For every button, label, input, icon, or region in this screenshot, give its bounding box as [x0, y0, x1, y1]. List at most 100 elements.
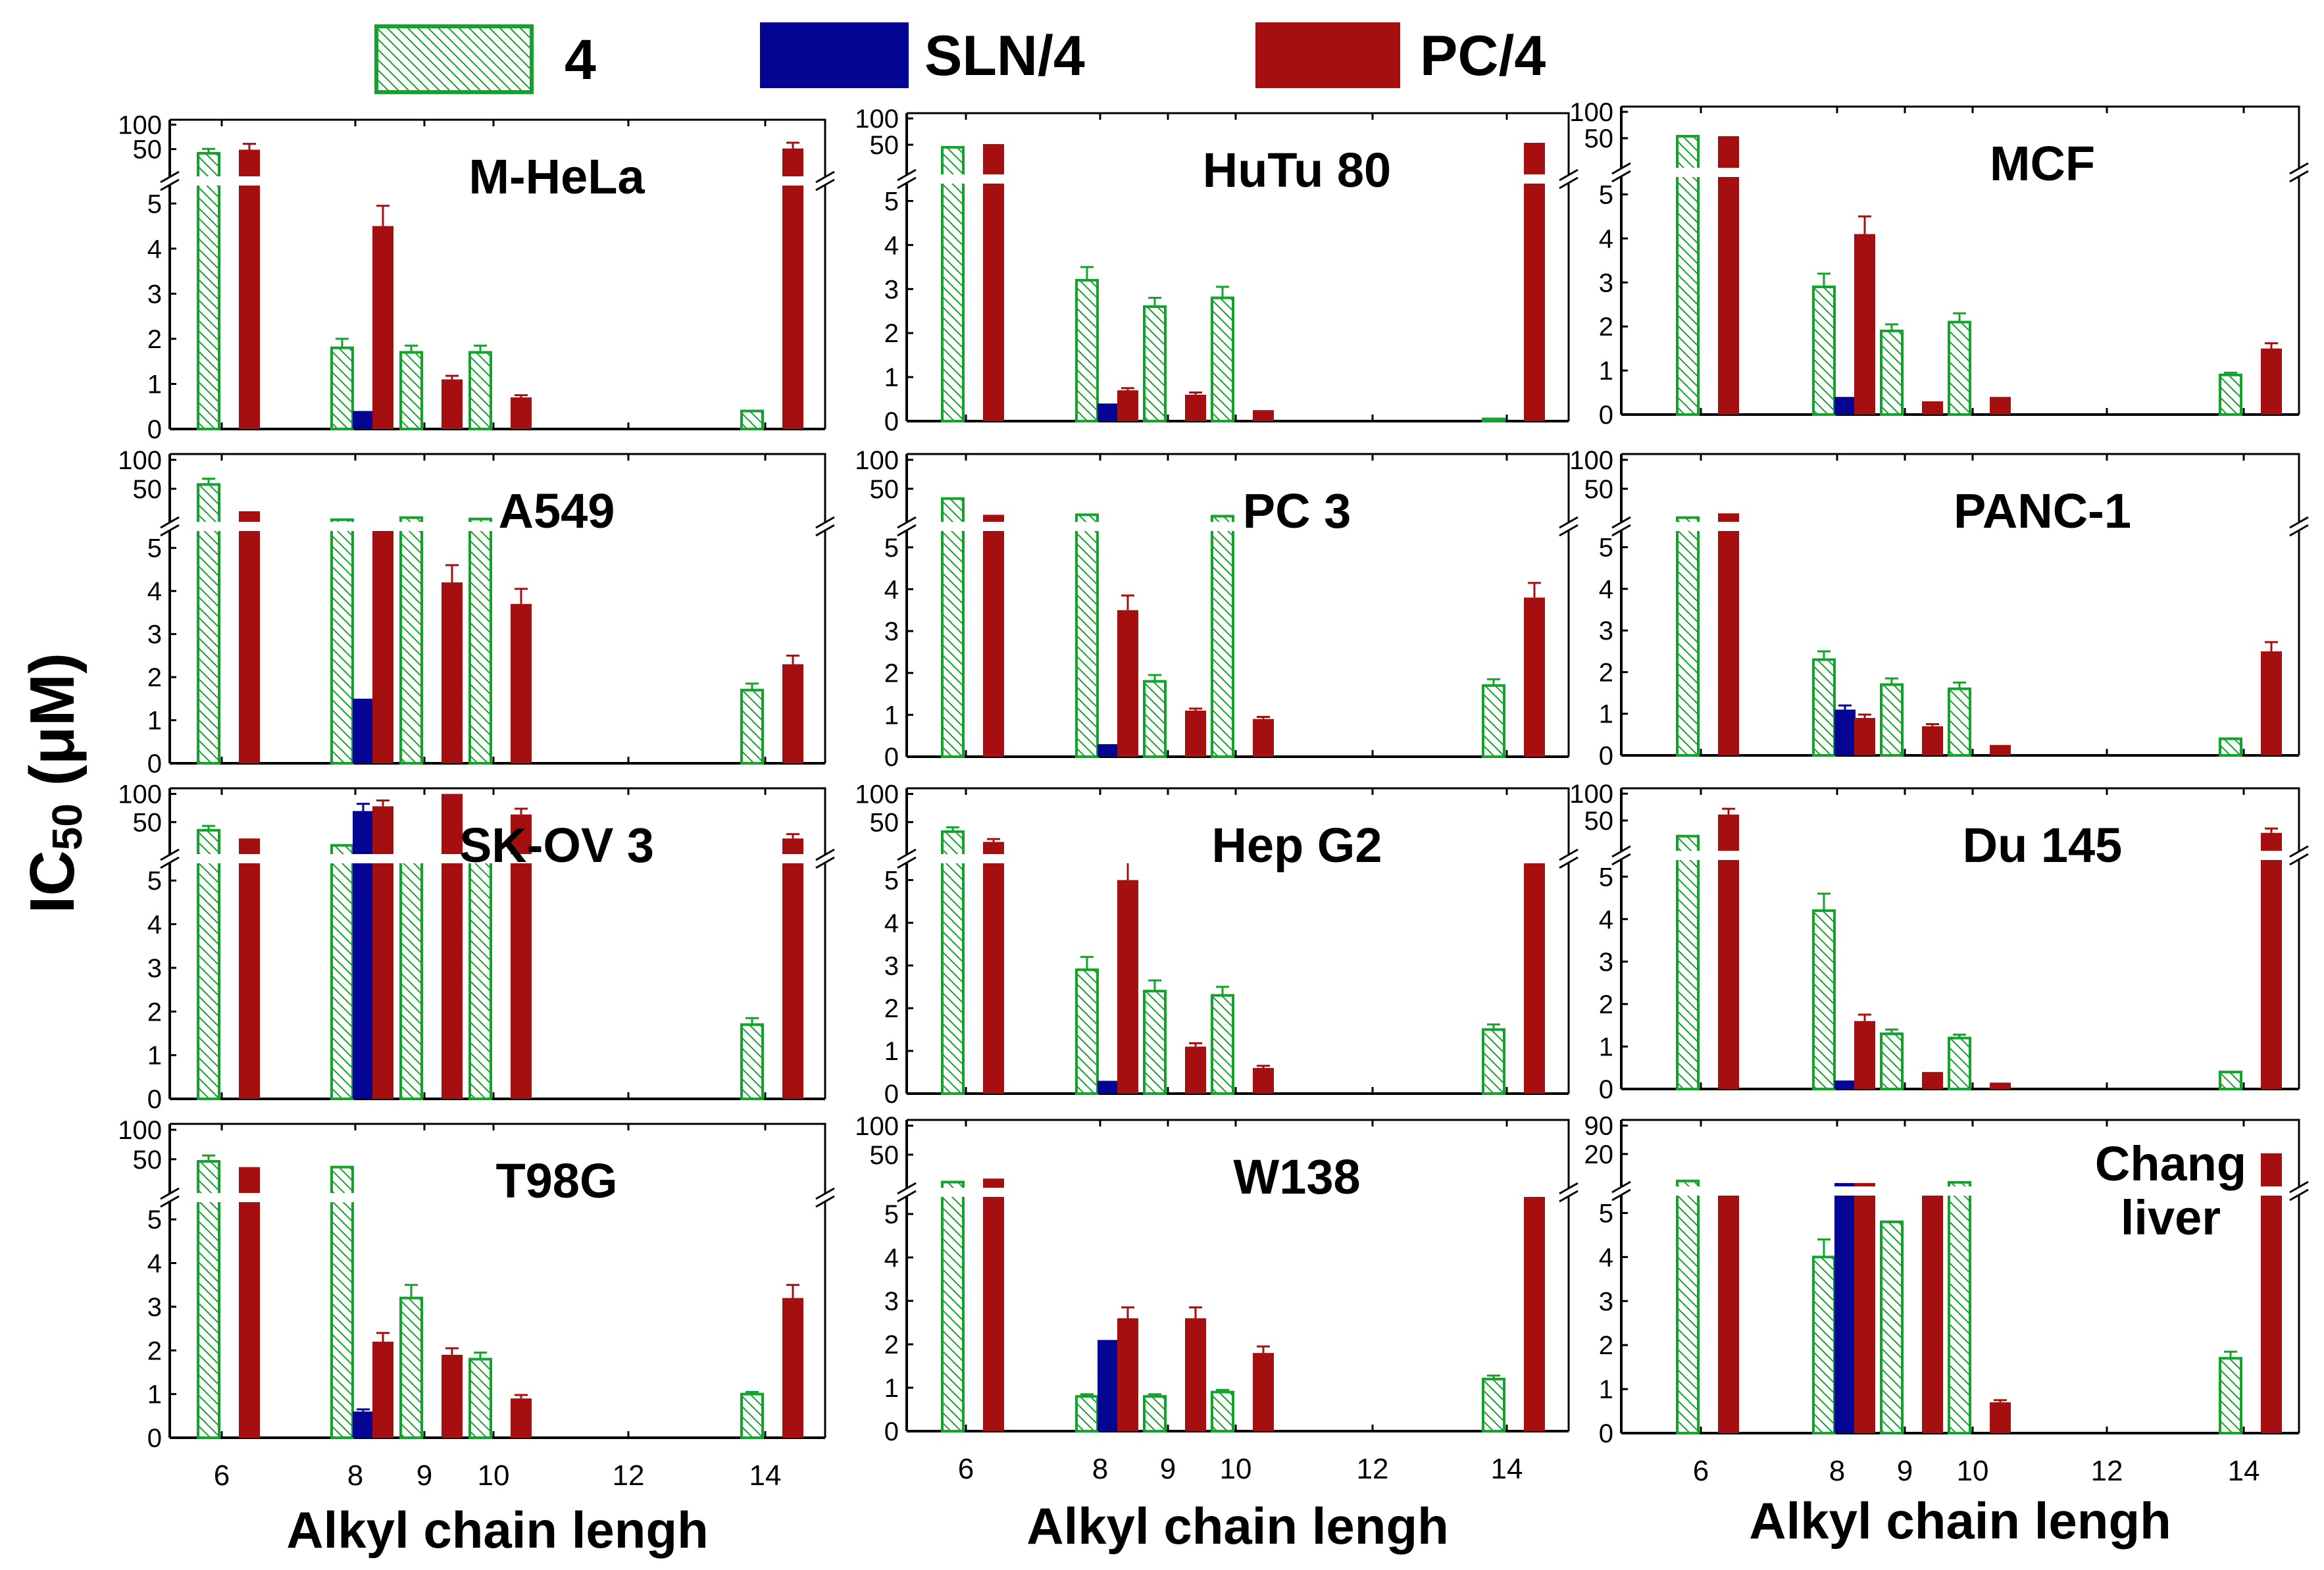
bar-s4-x10 [1948, 1036, 1971, 1090]
bar-PC-x6 [983, 143, 1004, 421]
axis-break-gap [1619, 168, 2302, 177]
bar-s4-x10 [468, 1357, 492, 1439]
axis-break-mark [1611, 170, 1631, 183]
y-tick-label: 5 [147, 1205, 162, 1234]
bar-s4-x6 [941, 830, 965, 1096]
y-tick-label: 3 [147, 620, 162, 649]
legend-label-SLN: SLN/4 [924, 24, 1085, 88]
bar-s4-x8 [1812, 909, 1836, 1090]
y-tick-label: 5 [1599, 1199, 1613, 1228]
axis-break-mark [1559, 1182, 1579, 1195]
bar-PC-x10 [1990, 1402, 2011, 1433]
axis-break-mark [897, 848, 917, 861]
axis-break-mark [1611, 1180, 1631, 1194]
y-tick-label: 3 [1599, 617, 1613, 646]
axis-break-mark [1559, 176, 1579, 190]
x-tick-label: 8 [347, 1459, 363, 1492]
axis-break-gap [167, 522, 828, 531]
bar-s4-x14 [2219, 1071, 2242, 1090]
bar-s4-x14 [1482, 1028, 1505, 1095]
bar-PC-x14 [2261, 832, 2282, 1089]
bar-PC-x14 [1524, 597, 1545, 757]
y-tick-label-upper: 50 [870, 808, 899, 837]
y-tick-label: 4 [147, 577, 162, 606]
bar-s4-x8 [330, 346, 354, 430]
bar-PC-x10 [1990, 1082, 2011, 1089]
axis-break-gap [1619, 851, 2302, 860]
bar-s4-x14 [1482, 417, 1505, 422]
bar-s4-x9 [399, 516, 423, 765]
bar-s4-x8 [330, 844, 354, 1101]
axis-break-mark [1611, 1188, 1631, 1202]
bar-PC-x6 [239, 149, 260, 429]
legend-label-PC: PC/4 [1420, 24, 1546, 88]
y-tick-label: 4 [1599, 1243, 1613, 1272]
bar-s4-x10 [468, 351, 492, 430]
y-tick-label: 0 [1599, 1075, 1613, 1104]
y-tick-label: 1 [1599, 700, 1613, 729]
bar-s4-x14 [740, 409, 764, 431]
y-tick-label-upper: 90 [1584, 1112, 1614, 1141]
y-tick-label-upper: 100 [118, 446, 162, 475]
legend-swatch-s4 [374, 24, 534, 94]
x-axis-label: Alkyl chain lengh [286, 1501, 708, 1559]
bar-PC-x8 [1117, 880, 1138, 1094]
bar-s4-x8 [1075, 513, 1099, 758]
bar-s4-x8 [1812, 285, 1836, 416]
axis-break-mark [160, 848, 180, 861]
bar-PC-x9 [1185, 711, 1206, 757]
panel-title: Hep G2 [1211, 818, 1382, 873]
axis-break-mark [1611, 845, 1631, 858]
y-tick-label-upper: 50 [133, 1146, 163, 1175]
panel-title: PANC-1 [1954, 484, 2131, 538]
y-tick-label: 0 [1599, 401, 1613, 430]
axis-break-mark [2289, 162, 2309, 175]
bar-PC-x8 [1854, 234, 1875, 415]
x-tick-label: 10 [1957, 1455, 1989, 1487]
bar-PC-x9 [442, 1354, 463, 1438]
bar-s4-x14 [2219, 737, 2242, 757]
panel-title-line: liver [2121, 1190, 2221, 1245]
y-tick-label: 3 [884, 1287, 899, 1316]
y-tick-label: 5 [147, 867, 162, 896]
axis-break-mark [897, 516, 917, 529]
x-tick-label: 6 [214, 1459, 230, 1492]
y-tick-label: 4 [147, 911, 162, 940]
y-tick-label: 0 [147, 1085, 162, 1114]
bar-PC-x6 [983, 515, 1004, 757]
bar-s4-x14 [740, 688, 764, 765]
axis-break-mark [2289, 853, 2309, 866]
axis-break-gap [904, 522, 1571, 531]
y-tick-label: 4 [1599, 905, 1613, 934]
bar-SLN-x8 [1834, 1080, 1856, 1089]
bar-s4-x9 [1143, 1395, 1167, 1432]
bar-s4-x10 [1948, 687, 1971, 757]
y-tick-label: 1 [884, 701, 899, 730]
y-tick-label: 0 [884, 1417, 899, 1446]
panel-title: MCF [1990, 136, 2095, 191]
bar-PC-x14 [2261, 651, 2282, 755]
bar-PC-x14 [2261, 348, 2282, 415]
bar-s4-x9 [1880, 683, 1904, 757]
y-tick-label: 1 [1599, 1375, 1613, 1404]
axis-break-gap [167, 1193, 828, 1202]
bar-s4-x10 [1211, 296, 1234, 422]
y-tick-label-upper: 50 [1584, 807, 1614, 836]
axis-break-mark [815, 848, 835, 861]
x-axis-label: Alkyl chain lengh [1749, 1492, 2171, 1550]
bar-s4-x6 [1676, 134, 1700, 416]
bar-SLN-x8 [1834, 397, 1856, 415]
panel-frame [170, 118, 826, 429]
bar-PC-x8 [372, 526, 393, 763]
y-tick-label: 3 [1599, 1287, 1613, 1316]
panel-frame [1621, 105, 2300, 415]
y-tick-label: 0 [1599, 742, 1613, 771]
legend-swatch-PC [1255, 22, 1400, 88]
bar-s4-x9 [1880, 1220, 1904, 1434]
panel-frame [1621, 787, 2300, 1089]
